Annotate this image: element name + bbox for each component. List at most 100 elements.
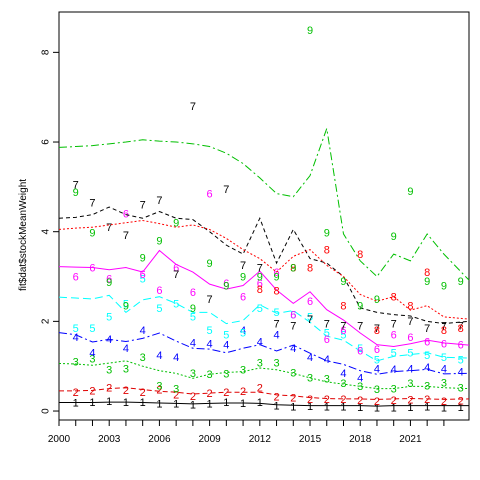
data-point-6: 6 bbox=[140, 269, 146, 281]
data-point-6: 6 bbox=[458, 340, 464, 352]
data-point-5: 5 bbox=[207, 325, 213, 337]
series-3: 3 33 333 33 3 3 33 33 3 3 3 3 3 3 3 3 3 3 bbox=[58, 352, 470, 396]
data-point-9: 9 bbox=[424, 276, 430, 288]
y-tick-label: 6 bbox=[41, 139, 52, 145]
data-point-6: 6 bbox=[223, 278, 229, 290]
x-tick-label: 2003 bbox=[98, 434, 121, 445]
data-point-5: 5 bbox=[257, 303, 263, 315]
data-point-1: 1 bbox=[324, 401, 330, 413]
data-point-9: 9 bbox=[324, 227, 330, 239]
x-tick-label: 2000 bbox=[48, 434, 71, 445]
data-point-6: 6 bbox=[324, 334, 330, 346]
data-point-2: 2 bbox=[207, 388, 213, 400]
data-point-5: 5 bbox=[89, 323, 95, 335]
data-point-6: 6 bbox=[207, 188, 213, 200]
data-point-4: 4 bbox=[73, 332, 79, 344]
data-point-3: 3 bbox=[89, 353, 95, 365]
series-line-7 bbox=[58, 206, 470, 325]
data-point-4: 4 bbox=[273, 330, 279, 342]
data-point-3: 3 bbox=[424, 380, 430, 392]
data-point-3: 3 bbox=[357, 381, 363, 393]
data-point-8: 8 bbox=[324, 244, 330, 256]
data-point-8: 8 bbox=[357, 249, 363, 261]
data-point-1: 1 bbox=[207, 398, 213, 410]
data-point-3: 3 bbox=[340, 378, 346, 390]
data-point-4: 4 bbox=[324, 354, 330, 366]
data-point-5: 5 bbox=[240, 327, 246, 339]
data-point-1: 1 bbox=[424, 401, 430, 413]
data-point-9: 9 bbox=[374, 294, 380, 306]
data-point-1: 1 bbox=[441, 402, 447, 414]
data-point-7: 7 bbox=[240, 260, 246, 272]
data-point-1: 1 bbox=[240, 398, 246, 410]
data-point-3: 3 bbox=[140, 352, 146, 364]
data-point-4: 4 bbox=[290, 343, 296, 355]
data-point-4: 4 bbox=[123, 343, 129, 355]
y-tick-label: 4 bbox=[41, 228, 52, 234]
data-point-7: 7 bbox=[407, 316, 413, 328]
data-point-1: 1 bbox=[391, 402, 397, 414]
data-point-3: 3 bbox=[73, 357, 79, 369]
data-point-1: 1 bbox=[357, 402, 363, 414]
data-point-1: 1 bbox=[458, 402, 464, 414]
data-point-2: 2 bbox=[307, 394, 313, 406]
x-tick-label: 2021 bbox=[399, 434, 422, 445]
data-point-6: 6 bbox=[424, 336, 430, 348]
data-point-5: 5 bbox=[407, 348, 413, 360]
data-point-7: 7 bbox=[140, 200, 146, 212]
data-point-4: 4 bbox=[140, 325, 146, 337]
data-point-9: 9 bbox=[89, 227, 95, 239]
data-point-4: 4 bbox=[190, 338, 196, 350]
data-point-3: 3 bbox=[173, 383, 179, 395]
data-point-1: 1 bbox=[89, 397, 95, 409]
data-point-3: 3 bbox=[290, 367, 296, 379]
data-point-2: 2 bbox=[156, 384, 162, 396]
data-point-5: 5 bbox=[340, 330, 346, 342]
data-point-3: 3 bbox=[223, 369, 229, 381]
data-point-6: 6 bbox=[73, 271, 79, 283]
data-point-4: 4 bbox=[106, 334, 112, 346]
data-point-6: 6 bbox=[190, 287, 196, 299]
series-line-5 bbox=[58, 294, 470, 362]
data-point-1: 1 bbox=[173, 398, 179, 410]
x-tick-label: 2009 bbox=[198, 434, 221, 445]
data-point-1: 1 bbox=[140, 397, 146, 409]
data-point-4: 4 bbox=[89, 348, 95, 360]
data-point-8: 8 bbox=[290, 262, 296, 274]
data-point-5: 5 bbox=[391, 348, 397, 360]
series-layer: 1 1 1 1 1 1 1 1 1 1 1 1 1 1 1 1 1 1 1 1 1 1 1 12 2 2 2 2 2 2 2 2 2 2 22 2 2 2… bbox=[58, 25, 470, 414]
data-point-8: 8 bbox=[441, 325, 447, 337]
data-point-8: 8 bbox=[424, 267, 430, 279]
data-point-7: 7 bbox=[324, 318, 330, 330]
data-point-9: 9 bbox=[307, 25, 313, 37]
data-point-4: 4 bbox=[156, 350, 162, 362]
data-point-6: 6 bbox=[173, 262, 179, 274]
data-point-4: 4 bbox=[257, 336, 263, 348]
data-point-7: 7 bbox=[190, 101, 196, 113]
data-point-3: 3 bbox=[374, 384, 380, 396]
data-point-3: 3 bbox=[156, 380, 162, 392]
data-point-3: 3 bbox=[441, 378, 447, 390]
data-point-2: 2 bbox=[458, 396, 464, 408]
data-point-5: 5 bbox=[156, 303, 162, 315]
data-point-2: 2 bbox=[391, 395, 397, 407]
data-point-3: 3 bbox=[407, 378, 413, 390]
data-point-2: 2 bbox=[407, 395, 413, 407]
data-point-7: 7 bbox=[340, 321, 346, 333]
data-point-3: 3 bbox=[273, 357, 279, 369]
data-point-6: 6 bbox=[407, 332, 413, 344]
data-point-7: 7 bbox=[458, 321, 464, 333]
data-point-7: 7 bbox=[73, 179, 79, 191]
data-point-2: 2 bbox=[257, 383, 263, 395]
data-point-5: 5 bbox=[374, 354, 380, 366]
data-point-4: 4 bbox=[223, 340, 229, 352]
data-point-9: 9 bbox=[391, 231, 397, 243]
data-point-9: 9 bbox=[106, 277, 112, 289]
data-point-8: 8 bbox=[391, 292, 397, 304]
data-point-2: 2 bbox=[273, 392, 279, 404]
data-point-1: 1 bbox=[123, 397, 129, 409]
